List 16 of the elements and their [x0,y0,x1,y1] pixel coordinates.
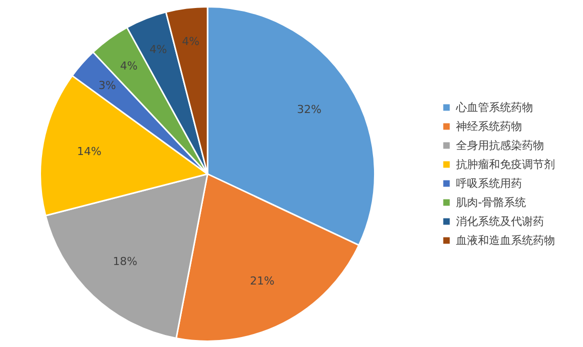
data-label: 3% [98,79,116,92]
data-label: 18% [112,255,138,268]
data-label: 21% [250,274,274,288]
data-label: 4% [150,43,168,56]
data-label: 14% [77,144,102,158]
legend-label: 全身用抗感染药物 [456,138,544,152]
legend-label: 肌肉-骨骼系统 [456,194,526,210]
data-label: 4% [182,34,200,48]
legend-label: 神经系统药物 [456,118,522,134]
legend-label: 消化系统及代谢药 [456,214,544,228]
legend-label: 抗肿瘤和免疫调节剂 [456,156,555,172]
legend-label: 呼吸系统用药 [456,176,522,190]
data-label: 4% [120,59,138,72]
legend-label: 血液和造血系统药物 [456,232,555,248]
data-label: 32% [296,103,322,116]
legend-label: 心血管系统药物 [456,100,533,114]
